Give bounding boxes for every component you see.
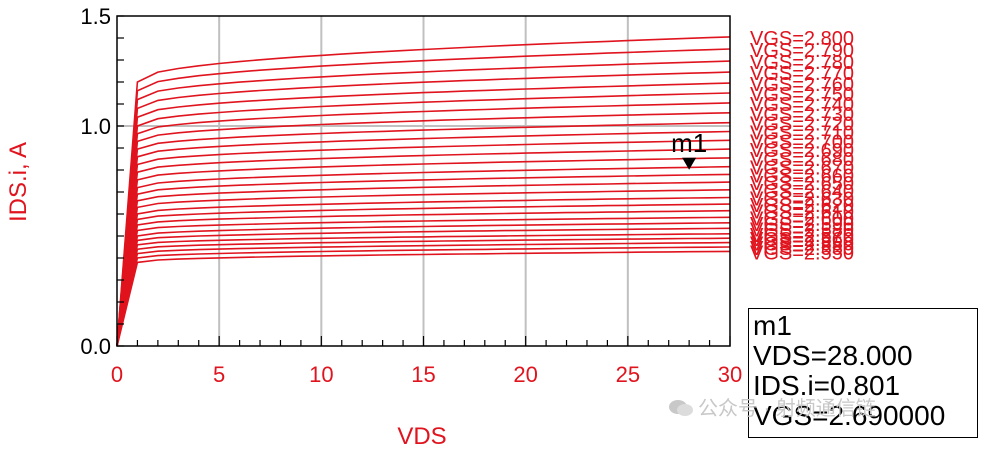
legend-label-16: VGS=2.640 — [750, 181, 854, 203]
grid-lines — [117, 16, 730, 346]
legend-label-25: VGS=2.550 — [750, 234, 854, 256]
series-line-17 — [116, 196, 731, 347]
series-line-25 — [116, 241, 731, 347]
watermark: 公众号 · 射频通信链 — [668, 392, 876, 421]
marker-label: m1 — [671, 128, 707, 158]
legend-label-22: VGS=2.580 — [750, 219, 854, 241]
x-tick-label: 15 — [411, 362, 435, 387]
watermark-text: 公众号 · 射频通信链 — [698, 398, 876, 420]
legend-label-26: VGS=2.550 — [750, 238, 854, 260]
legend-label-17: VGS=2.630 — [750, 189, 854, 211]
series-group — [116, 36, 731, 347]
series-line-1 — [116, 48, 731, 347]
series-line-8 — [116, 121, 731, 347]
series-line-27 — [116, 250, 731, 347]
legend-label-27: VGS=2.550 — [750, 242, 854, 264]
axis-ticks: 0 5 10 15 20 25 30 0.0 1.0 1.5 — [80, 4, 742, 387]
series-line-11 — [116, 148, 731, 347]
series-line-14 — [116, 173, 731, 347]
marker-readout-vds: VDS=28.000 — [753, 340, 913, 371]
legend-label-14: VGS=2.660 — [750, 165, 854, 187]
legend-label-20: VGS=2.600 — [750, 208, 854, 230]
x-tick-label: 20 — [513, 362, 537, 387]
legend-label-10: VGS=2.700 — [750, 131, 854, 153]
legend: VGS=2.800VGS=2.790VGS=2.780VGS=2.770VGS=… — [750, 28, 854, 264]
legend-label-19: VGS=2.610 — [750, 202, 854, 224]
legend-label-1: VGS=2.790 — [750, 40, 854, 62]
x-tick-label: 0 — [111, 362, 123, 387]
series-line-10 — [116, 139, 731, 347]
legend-label-8: VGS=2.720 — [750, 114, 854, 136]
legend-label-3: VGS=2.770 — [750, 63, 854, 85]
series-line-0 — [116, 36, 731, 347]
series-line-26 — [116, 246, 731, 347]
series-line-19 — [116, 209, 731, 347]
wechat-icon — [669, 400, 693, 416]
series-line-18 — [116, 203, 731, 347]
x-axis-label: VDS — [397, 423, 446, 450]
legend-label-12: VGS=2.680 — [750, 149, 854, 171]
marker-m1[interactable]: m1 — [671, 128, 707, 170]
x-tick-label: 25 — [616, 362, 640, 387]
series-line-9 — [116, 130, 731, 347]
marker-triangle — [682, 157, 697, 170]
series-line-12 — [116, 157, 731, 347]
legend-label-23: VGS=2.570 — [750, 225, 854, 247]
series-line-3 — [116, 71, 731, 347]
y-axis-label: IDS.i, A — [5, 142, 32, 222]
legend-label-5: VGS=2.750 — [750, 84, 854, 106]
series-line-20 — [116, 216, 731, 347]
series-line-6 — [116, 102, 731, 347]
marker-readout-name: m1 — [753, 310, 792, 341]
legend-label-9: VGS=2.710 — [750, 123, 854, 145]
series-line-13 — [116, 165, 731, 347]
y-tick-label: 0.0 — [80, 334, 111, 359]
series-line-23 — [116, 233, 731, 347]
x-tick-label: 30 — [718, 362, 742, 387]
marker-readout-box: m1 VDS=28.000 IDS.i=0.801 VGS=2.690000 — [748, 308, 978, 438]
legend-label-15: VGS=2.650 — [750, 173, 854, 195]
series-line-7 — [116, 112, 731, 347]
legend-label-24: VGS=2.560 — [750, 229, 854, 251]
x-tick-label: 5 — [213, 362, 225, 387]
legend-label-7: VGS=2.730 — [750, 104, 854, 126]
legend-label-11: VGS=2.690 — [750, 140, 854, 162]
series-line-4 — [116, 82, 731, 347]
marker-readout-ids: IDS.i=0.801 — [753, 370, 901, 401]
series-line-2 — [116, 60, 731, 347]
series-line-22 — [116, 227, 731, 347]
legend-label-4: VGS=2.760 — [750, 74, 854, 96]
legend-label-2: VGS=2.780 — [750, 52, 854, 74]
x-tick-label: 10 — [309, 362, 333, 387]
marker-readout-vgs: VGS=2.690000 — [753, 400, 946, 431]
legend-label-13: VGS=2.670 — [750, 158, 854, 180]
legend-label-21: VGS=2.590 — [750, 214, 854, 236]
series-line-24 — [116, 237, 731, 347]
legend-label-6: VGS=2.740 — [750, 94, 854, 116]
series-line-16 — [116, 189, 731, 347]
legend-label-18: VGS=2.620 — [750, 195, 854, 217]
legend-label-0: VGS=2.800 — [750, 28, 854, 50]
y-tick-label: 1.5 — [80, 4, 111, 29]
series-line-15 — [116, 181, 731, 347]
series-line-21 — [116, 222, 731, 347]
series-line-5 — [116, 92, 731, 347]
y-tick-label: 1.0 — [80, 114, 111, 139]
